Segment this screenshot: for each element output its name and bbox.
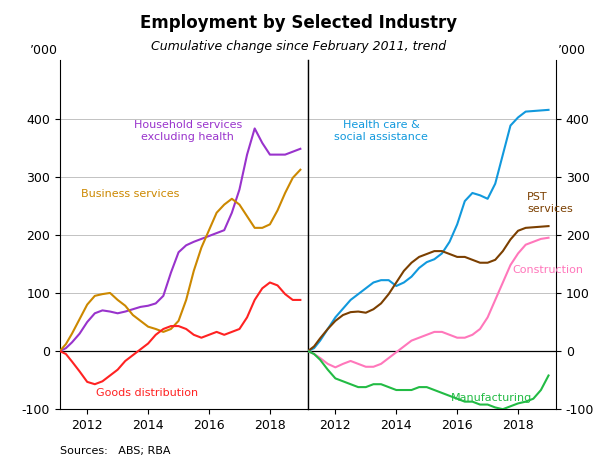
Text: Employment by Selected Industry: Employment by Selected Industry xyxy=(141,14,457,32)
Text: Cumulative change since February 2011, trend: Cumulative change since February 2011, t… xyxy=(151,40,447,53)
Text: ’000: ’000 xyxy=(30,44,58,57)
Text: Goods distribution: Goods distribution xyxy=(96,388,199,398)
Text: Health care &
social assistance: Health care & social assistance xyxy=(334,120,428,142)
Text: Construction: Construction xyxy=(512,265,583,275)
Text: Household services
excluding health: Household services excluding health xyxy=(133,120,242,142)
Text: Business services: Business services xyxy=(81,189,179,199)
Text: Manufacturing: Manufacturing xyxy=(451,392,532,403)
Text: Sources:   ABS; RBA: Sources: ABS; RBA xyxy=(60,445,170,456)
Text: PST
services: PST services xyxy=(527,192,573,213)
Text: ’000: ’000 xyxy=(558,44,586,57)
